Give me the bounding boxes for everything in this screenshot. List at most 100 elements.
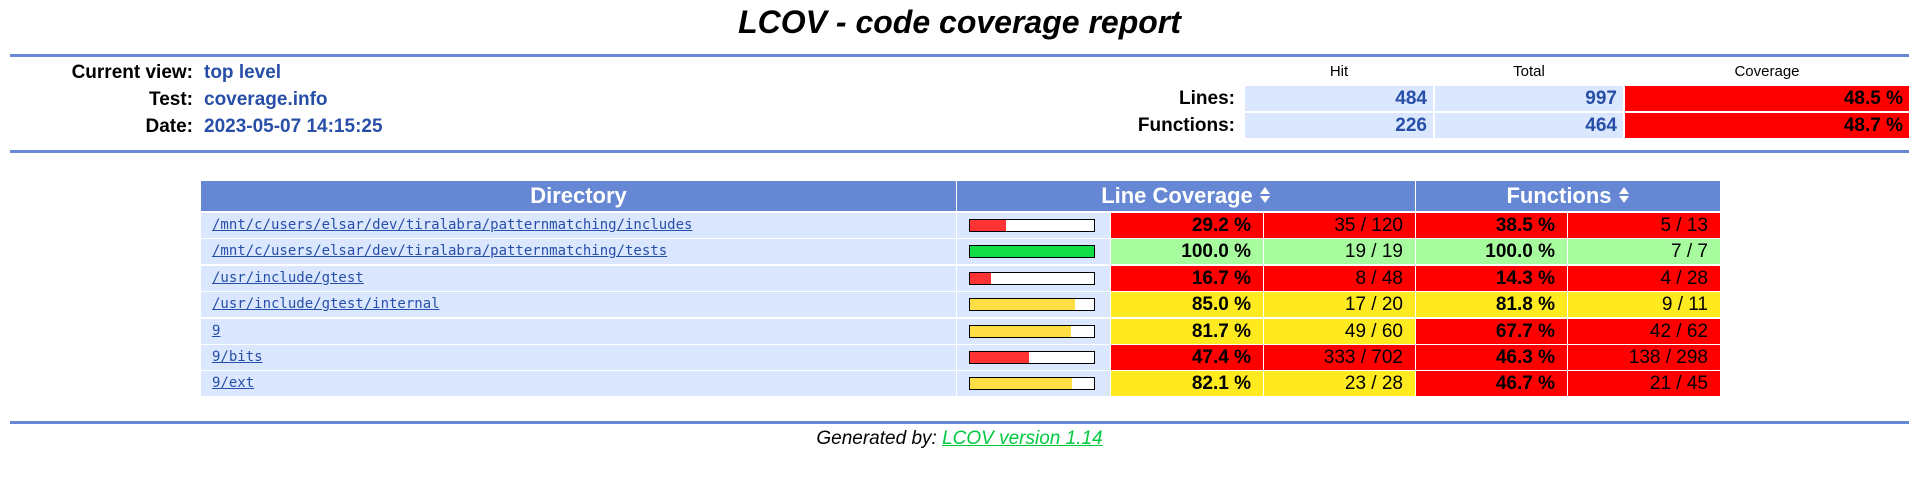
line-coverage-percent: 81.7 %	[1111, 318, 1263, 344]
directory-link[interactable]: 9/ext	[212, 375, 255, 392]
function-coverage-percent: 38.5 %	[1416, 213, 1567, 238]
test-label: Test:	[149, 89, 193, 110]
directory-link[interactable]: /usr/include/gtest	[212, 269, 364, 286]
function-coverage-fraction: 7 / 7	[1568, 239, 1720, 265]
functions-column-header[interactable]: Functions	[1416, 181, 1720, 211]
coverage-bar	[969, 271, 1095, 285]
line-coverage-percent: 82.1 %	[1111, 371, 1263, 397]
line-coverage-percent: 85.0 %	[1111, 292, 1263, 318]
table-row: /usr/include/gtest 16.7 % 8 / 48 14.3 % 4 / …	[201, 265, 1720, 291]
functions-header-label: Functions	[1506, 183, 1612, 208]
function-coverage-fraction: 4 / 28	[1568, 265, 1720, 291]
footer: Generated by: LCOV version 1.14	[0, 426, 1919, 452]
header-rule-top	[10, 54, 1909, 57]
function-coverage-fraction: 5 / 13	[1568, 213, 1720, 238]
coverage-bar	[969, 298, 1095, 312]
summary-total-header: Total	[1513, 63, 1545, 80]
summary-functions-label: Functions:	[1137, 115, 1235, 136]
directory-link[interactable]: /usr/include/gtest/internal	[212, 296, 440, 313]
page-title: LCOV - code coverage report	[738, 4, 1181, 40]
coverage-bar-cell	[957, 371, 1110, 397]
function-coverage-percent: 67.7 %	[1416, 318, 1567, 344]
summary-functions-total: 464	[1435, 113, 1623, 138]
directory-cell: 9/bits	[201, 345, 956, 370]
coverage-bar	[969, 324, 1095, 338]
directory-cell: 9/ext	[201, 371, 956, 397]
coverage-bar-cell	[957, 239, 1110, 265]
coverage-bar-cell	[957, 345, 1110, 370]
table-row: 9 81.7 % 49 / 60 67.7 % 42 / 62	[201, 318, 1720, 344]
sort-icon[interactable]	[1618, 185, 1630, 205]
footer-prefix: Generated by:	[816, 428, 943, 449]
function-coverage-percent: 46.3 %	[1416, 345, 1567, 370]
test-value: coverage.info	[204, 89, 328, 110]
coverage-bar-cell	[957, 318, 1110, 344]
function-coverage-fraction: 9 / 11	[1568, 292, 1720, 318]
directory-cell: /mnt/c/users/elsar/dev/tiralabra/pattern…	[201, 213, 956, 238]
coverage-bar-fill	[970, 272, 991, 284]
summary-functions-coverage: 48.7 %	[1625, 113, 1909, 138]
lcov-version-link[interactable]: LCOV version 1.14	[942, 428, 1103, 449]
footer-rule	[10, 421, 1909, 424]
summary-lines-label: Lines:	[1179, 88, 1235, 109]
line-coverage-fraction: 333 / 702	[1264, 345, 1415, 370]
directory-header-label: Directory	[530, 183, 627, 208]
directory-link[interactable]: /mnt/c/users/elsar/dev/tiralabra/pattern…	[212, 217, 693, 233]
directory-link[interactable]: 9/bits	[212, 349, 263, 365]
function-coverage-fraction: 42 / 62	[1568, 318, 1720, 344]
coverage-bar-fill	[970, 299, 1076, 311]
summary-functions-hit: 226	[1245, 113, 1433, 138]
coverage-bar-fill	[970, 378, 1072, 390]
table-row: 9/bits 47.4 % 333 / 702 46.3 % 138 / 298	[201, 345, 1720, 370]
coverage-bar-fill	[970, 246, 1094, 258]
coverage-bar	[969, 219, 1095, 232]
line-coverage-fraction: 8 / 48	[1264, 265, 1415, 291]
directory-cell: /usr/include/gtest	[201, 265, 956, 291]
coverage-bar-fill	[970, 352, 1029, 363]
summary-lines-total: 997	[1435, 86, 1623, 111]
line-coverage-fraction: 17 / 20	[1264, 292, 1415, 318]
line-coverage-fraction: 49 / 60	[1264, 318, 1415, 344]
date-label: Date:	[145, 116, 193, 137]
directory-link[interactable]: 9	[212, 322, 221, 339]
line-coverage-percent: 29.2 %	[1111, 213, 1263, 238]
summary-hit-header: Hit	[1329, 63, 1349, 80]
line-coverage-fraction: 23 / 28	[1264, 371, 1415, 397]
coverage-bar	[969, 245, 1095, 259]
summary-lines-coverage: 48.5 %	[1625, 86, 1909, 111]
directory-link[interactable]: /mnt/c/users/elsar/dev/tiralabra/pattern…	[212, 243, 668, 260]
function-coverage-fraction: 138 / 298	[1568, 345, 1720, 370]
table-row: /usr/include/gtest/internal 85.0 % 17 / 20…	[201, 292, 1720, 318]
coverage-bar	[969, 377, 1095, 391]
directory-cell: /mnt/c/users/elsar/dev/tiralabra/pattern…	[201, 239, 956, 265]
coverage-bar-cell	[957, 292, 1110, 318]
line-coverage-header-label: Line Coverage	[1101, 183, 1253, 208]
function-coverage-percent: 81.8 %	[1416, 292, 1567, 318]
table-row: /mnt/c/users/elsar/dev/tiralabra/pattern…	[201, 239, 1720, 265]
current-view-label: Current view:	[71, 62, 193, 83]
directory-cell: /usr/include/gtest/internal	[201, 292, 956, 318]
line-coverage-percent: 100.0 %	[1111, 239, 1263, 265]
function-coverage-percent: 100.0 %	[1416, 239, 1567, 265]
directory-column-header: Directory	[201, 181, 956, 211]
header-rule-bottom	[10, 150, 1909, 153]
line-coverage-percent: 47.4 %	[1111, 345, 1263, 370]
function-coverage-percent: 14.3 %	[1416, 265, 1567, 291]
function-coverage-percent: 46.7 %	[1416, 371, 1567, 397]
table-row: /mnt/c/users/elsar/dev/tiralabra/pattern…	[201, 213, 1720, 238]
coverage-bar-fill	[970, 220, 1007, 231]
function-coverage-fraction: 21 / 45	[1568, 371, 1720, 397]
summary-coverage-header: Coverage	[1734, 63, 1800, 80]
line-coverage-column-header[interactable]: Line Coverage	[957, 181, 1415, 211]
coverage-bar	[969, 351, 1095, 364]
line-coverage-fraction: 19 / 19	[1264, 239, 1415, 265]
current-view-value: top level	[204, 62, 282, 83]
coverage-bar-cell	[957, 265, 1110, 291]
table-row: 9/ext 82.1 % 23 / 28 46.7 % 21 / 45	[201, 371, 1720, 397]
coverage-bar-fill	[970, 325, 1072, 337]
sort-icon[interactable]	[1259, 185, 1271, 205]
directory-cell: 9	[201, 318, 956, 344]
line-coverage-fraction: 35 / 120	[1264, 213, 1415, 238]
coverage-bar-cell	[957, 213, 1110, 238]
date-value: 2023-05-07 14:15:25	[204, 116, 383, 137]
